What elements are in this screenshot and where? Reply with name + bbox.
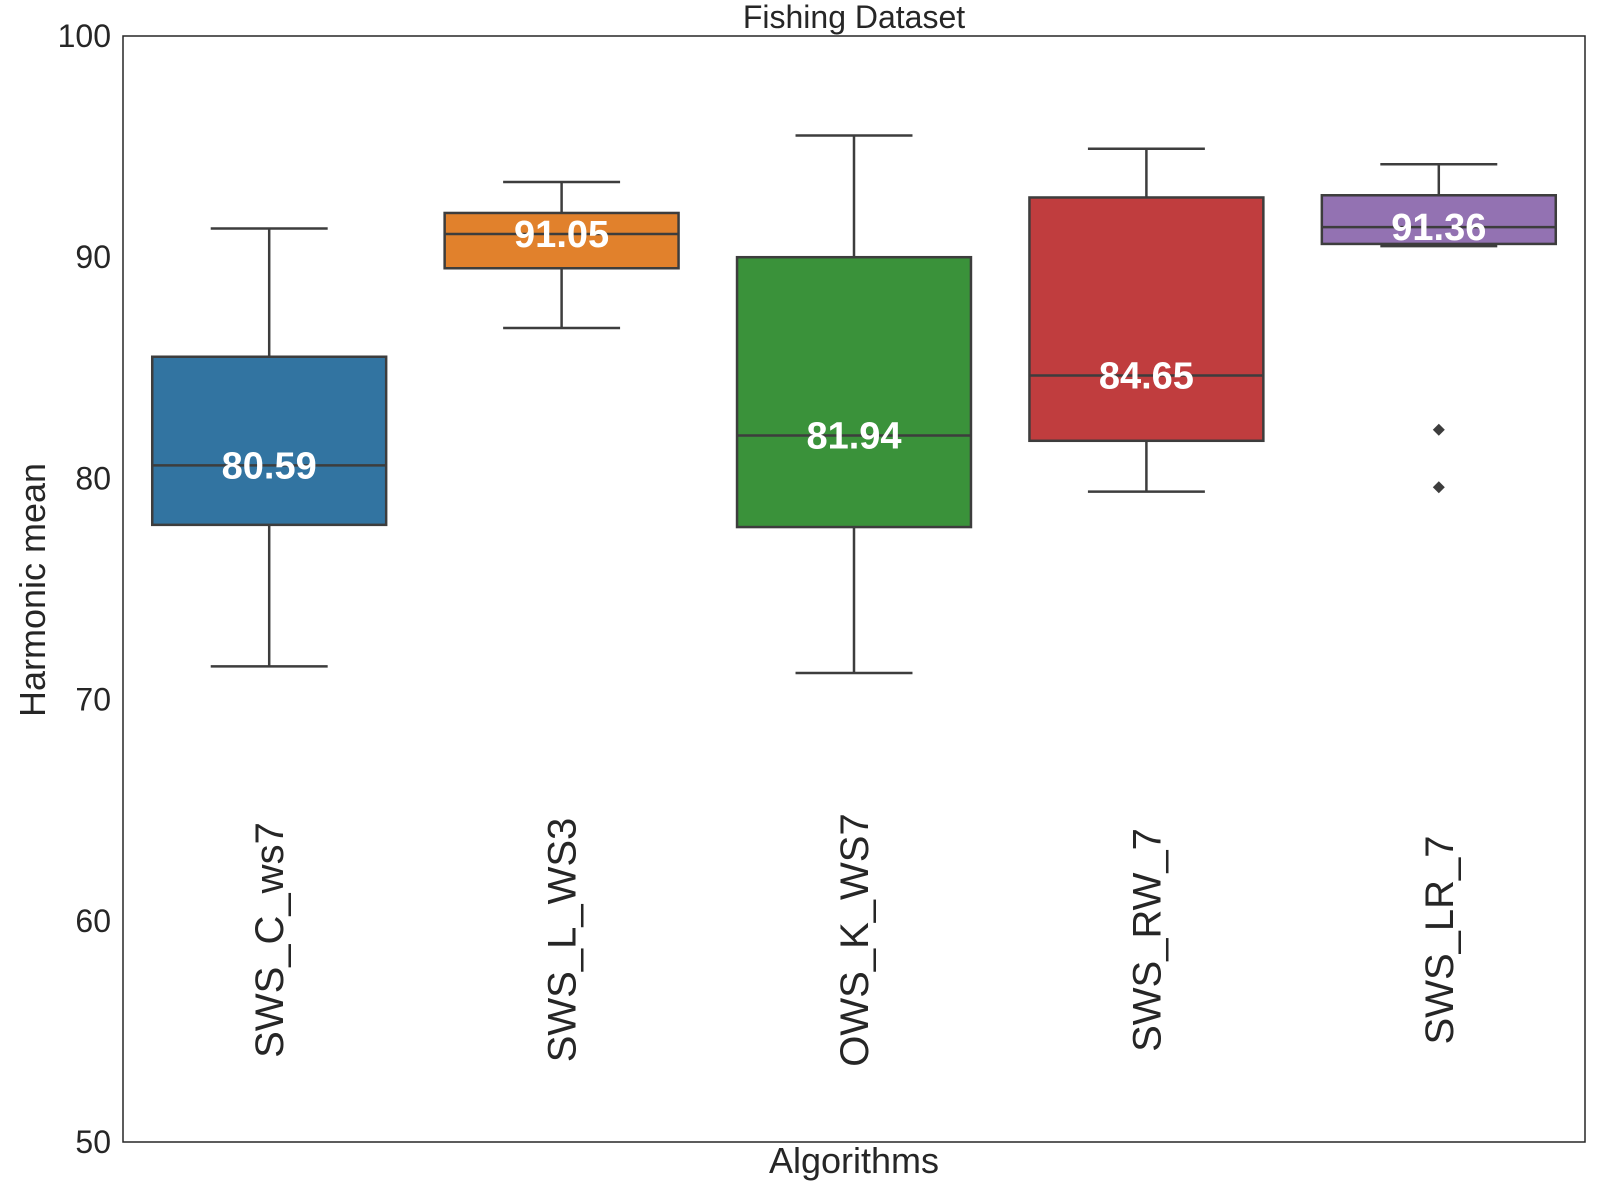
category-labels: SWS_C_ws7 SWS_L_WS3 OWS_K_WS7 SWS_RW_7 SWS_L…	[248, 813, 1462, 1066]
category-label: SWS_L_WS3	[541, 818, 585, 1063]
y-tick-label: 100	[58, 18, 111, 54]
y-tick-label: 90	[75, 239, 111, 275]
outlier-point	[1432, 423, 1445, 436]
boxes-group: 80.59 91.05 81.94 84.65 91.36	[150, 134, 1558, 675]
box-SWS_C_ws7	[150, 355, 388, 527]
median-label: 91.36	[1391, 207, 1486, 249]
x-axis-label: Algorithms	[769, 1140, 939, 1181]
box-OWS_K_WS7	[735, 255, 973, 529]
plot-frame	[122, 35, 1586, 1143]
box-SWS_L_WS3	[443, 211, 680, 270]
box-SWS_LR_7	[1320, 194, 1558, 246]
y-tick-label: 70	[75, 682, 111, 718]
category-label: SWS_LR_7	[1418, 836, 1462, 1045]
y-tick-label: 50	[75, 1124, 111, 1160]
median-label: 80.59	[222, 445, 317, 487]
outlier-point	[1432, 481, 1445, 494]
y-tick-label: 80	[75, 460, 111, 496]
chart-title: Fishing Dataset	[743, 0, 965, 35]
median-label: 84.65	[1099, 356, 1194, 398]
y-axis-label: Harmonic mean	[12, 463, 53, 717]
category-label: OWS_K_WS7	[833, 813, 877, 1066]
median-label: 91.05	[514, 214, 609, 256]
median-label: 81.94	[806, 415, 901, 457]
y-tick-labels: 50 60 70 80 90 100	[58, 18, 111, 1160]
category-label: SWS_RW_7	[1125, 828, 1169, 1052]
box-SWS_RW_7	[1028, 196, 1265, 443]
y-tick-label: 60	[75, 903, 111, 939]
category-label: SWS_C_ws7	[248, 822, 292, 1058]
